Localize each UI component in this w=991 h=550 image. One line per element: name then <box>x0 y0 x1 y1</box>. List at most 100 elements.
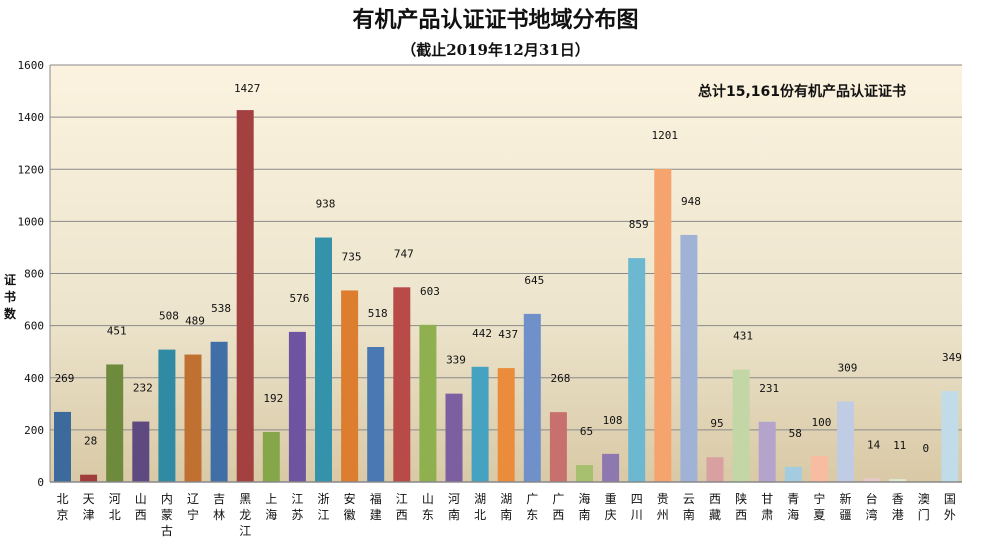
data-label: 231 <box>759 382 779 395</box>
bar-西藏 <box>706 457 724 482</box>
bar-湖南 <box>497 368 515 482</box>
x-tick-label: 新疆 <box>839 491 851 522</box>
x-tick-label: 湖北 <box>474 491 486 522</box>
x-tick-label: 江苏 <box>291 492 303 522</box>
bar-甘肃 <box>758 421 776 482</box>
data-label: 518 <box>368 307 388 320</box>
y-tick-label: 200 <box>24 424 44 437</box>
data-label: 735 <box>342 250 362 263</box>
data-label: 192 <box>263 392 283 405</box>
data-label: 232 <box>133 382 153 395</box>
x-tick-label: 福建 <box>370 491 382 522</box>
data-label: 309 <box>838 361 858 374</box>
data-label: 489 <box>185 315 205 328</box>
data-label: 576 <box>289 292 309 305</box>
data-label: 0 <box>922 442 929 455</box>
x-tick-label: 宁夏 <box>813 491 825 522</box>
bar-天津 <box>80 474 98 482</box>
x-tick-label: 吉林 <box>213 492 225 522</box>
x-tick-label: 广西 <box>552 492 564 522</box>
data-label: 645 <box>524 274 544 287</box>
bar-江西 <box>393 287 411 482</box>
data-label: 339 <box>446 354 466 367</box>
bar-安徽 <box>341 290 359 482</box>
data-label: 437 <box>498 328 518 341</box>
y-tick-label: 400 <box>24 372 44 385</box>
data-label: 1201 <box>652 129 679 142</box>
bar-台湾 <box>863 478 881 482</box>
chart-subtitle: （截止2019年12月31日） <box>401 41 590 59</box>
x-tick-label: 天津 <box>83 492 95 522</box>
bar-重庆 <box>602 453 620 482</box>
x-tick-label: 河南 <box>448 492 460 522</box>
bar-国外 <box>941 391 959 482</box>
y-tick-label: 1200 <box>18 163 45 176</box>
data-label: 948 <box>681 195 701 208</box>
y-tick-label: 0 <box>37 476 44 489</box>
total-annotation: 总计15,161份有机产品认证证书 <box>698 83 906 100</box>
x-tick-label: 国外 <box>944 492 956 522</box>
x-tick-label: 河北 <box>109 492 121 522</box>
bar-内蒙古 <box>158 349 176 482</box>
bar-北京 <box>54 411 71 482</box>
data-label: 442 <box>472 327 492 340</box>
y-tick-label: 1600 <box>18 59 45 72</box>
x-tick-label: 贵州 <box>657 492 669 522</box>
data-label: 100 <box>811 416 831 429</box>
y-tick-label: 600 <box>24 320 44 333</box>
x-tick-label: 湖南 <box>500 491 512 522</box>
x-tick-label: 台湾 <box>866 491 878 522</box>
x-tick-label: 西藏 <box>709 492 721 522</box>
chart-title: 有机产品认证证书地域分布图 <box>352 7 639 33</box>
x-tick-label: 云南 <box>683 492 695 522</box>
bar-新疆 <box>837 401 854 482</box>
y-tick-label: 1400 <box>18 111 45 124</box>
x-tick-label: 辽宁 <box>187 492 199 522</box>
y-tick-label: 1000 <box>18 215 45 228</box>
bar-贵州 <box>654 168 672 482</box>
x-tick-label: 香港 <box>892 492 904 522</box>
data-label: 747 <box>394 247 414 260</box>
x-tick-label: 海南 <box>578 491 590 522</box>
bar-辽宁 <box>184 354 202 482</box>
bar-青海 <box>784 466 802 482</box>
data-label: 95 <box>710 417 723 430</box>
x-tick-label: 陕西 <box>735 491 747 522</box>
bar-海南 <box>576 465 593 482</box>
bar-湖北 <box>471 366 489 482</box>
data-label: 58 <box>789 427 802 440</box>
y-tick-label: 800 <box>24 268 44 281</box>
x-tick-label: 上海 <box>265 492 277 522</box>
x-tick-label: 澳门 <box>918 492 930 522</box>
x-tick-label: 山西 <box>135 492 147 522</box>
data-label: 508 <box>159 310 179 323</box>
data-label: 108 <box>603 414 623 427</box>
x-tick-label: 四川 <box>631 492 643 522</box>
y-axis-label: 证书数 <box>3 273 16 321</box>
data-label: 451 <box>107 324 127 337</box>
data-label: 28 <box>84 435 97 448</box>
bar-广西 <box>549 412 567 482</box>
x-tick-label: 内蒙古 <box>161 492 173 538</box>
x-tick-label: 山东 <box>422 492 434 522</box>
bar-浙江 <box>315 237 332 482</box>
bar-云南 <box>680 234 698 482</box>
bar-陕西 <box>732 369 750 482</box>
data-label: 349 <box>942 351 962 364</box>
x-tick-label: 青海 <box>787 492 799 522</box>
data-label: 938 <box>316 198 336 211</box>
x-tick-label: 广东 <box>526 492 538 522</box>
bar-上海 <box>262 431 280 482</box>
data-label: 269 <box>55 372 75 385</box>
bar-江苏 <box>288 331 306 482</box>
bar-吉林 <box>210 341 228 482</box>
data-label: 859 <box>629 218 649 231</box>
data-label: 1427 <box>234 82 261 95</box>
x-tick-label: 安徽 <box>344 491 356 522</box>
x-tick-label: 甘肃 <box>761 492 773 522</box>
bar-山东 <box>419 324 437 482</box>
x-tick-label: 江西 <box>396 492 408 522</box>
data-label: 14 <box>867 438 881 451</box>
bar-福建 <box>367 346 385 482</box>
x-tick-label: 黑龙江 <box>239 492 251 538</box>
